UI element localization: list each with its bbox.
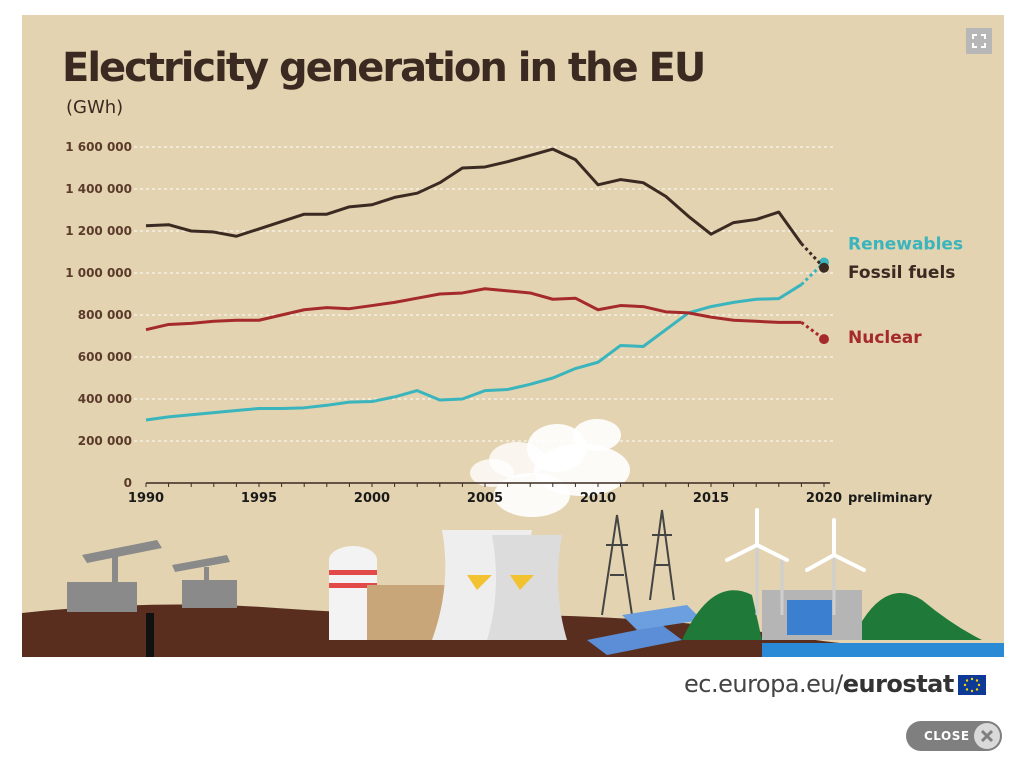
- x-tick-label: 1995: [241, 491, 277, 506]
- footer-site: ec.europa.eu/: [684, 670, 843, 698]
- series-end-point: [819, 262, 829, 273]
- footer-source[interactable]: ec.europa.eu/eurostat: [684, 670, 954, 698]
- y-tick-label: 1 000 000: [65, 266, 132, 280]
- series-end-point: [819, 334, 829, 345]
- y-tick-label: 1 400 000: [65, 182, 132, 196]
- series-line: [145, 287, 802, 332]
- series-line: [145, 147, 803, 245]
- x-tick-label: 2000: [354, 491, 390, 506]
- y-tick-label: 800 000: [78, 308, 132, 322]
- x-tick-label: 1990: [128, 491, 164, 506]
- series-line: [145, 283, 803, 422]
- close-icon: [974, 723, 1000, 749]
- series-label: Nuclear: [848, 328, 922, 348]
- close-label: CLOSE: [924, 729, 970, 743]
- x-tick-label: 2010: [580, 491, 616, 506]
- x-axis-note: preliminary: [848, 491, 933, 506]
- series-label: Fossil fuels: [848, 263, 955, 283]
- y-tick-label: 1 600 000: [65, 140, 132, 154]
- x-tick-label: 2005: [467, 491, 503, 506]
- chart-svg: Renewables Fossil fuels Nuclear 0 200 000 40…: [22, 140, 1004, 657]
- series-label: Renewables: [848, 235, 963, 255]
- expand-button[interactable]: [966, 28, 992, 54]
- expand-icon: [972, 34, 986, 48]
- y-axis-unit: (GWh): [66, 97, 124, 118]
- y-tick-label: 1 200 000: [65, 224, 132, 238]
- eu-flag-icon: [958, 675, 986, 695]
- y-tick-label: 200 000: [78, 434, 132, 448]
- energy-illustration: [22, 419, 1004, 657]
- close-button[interactable]: CLOSE: [906, 721, 1002, 751]
- y-tick-label: 0: [124, 476, 132, 490]
- series-preliminary-segment: [800, 321, 825, 341]
- y-tick-label: 600 000: [78, 350, 132, 364]
- x-tick-label: 2020: [806, 491, 842, 506]
- footer-brand: eurostat: [842, 670, 955, 698]
- y-tick-label: 400 000: [78, 392, 132, 406]
- x-tick-label: 2015: [693, 491, 729, 506]
- chart-title: Electricity generation in the EU: [62, 45, 706, 91]
- chart-panel: Renewables Fossil fuels Nuclear 0 200 000 40…: [22, 15, 1004, 657]
